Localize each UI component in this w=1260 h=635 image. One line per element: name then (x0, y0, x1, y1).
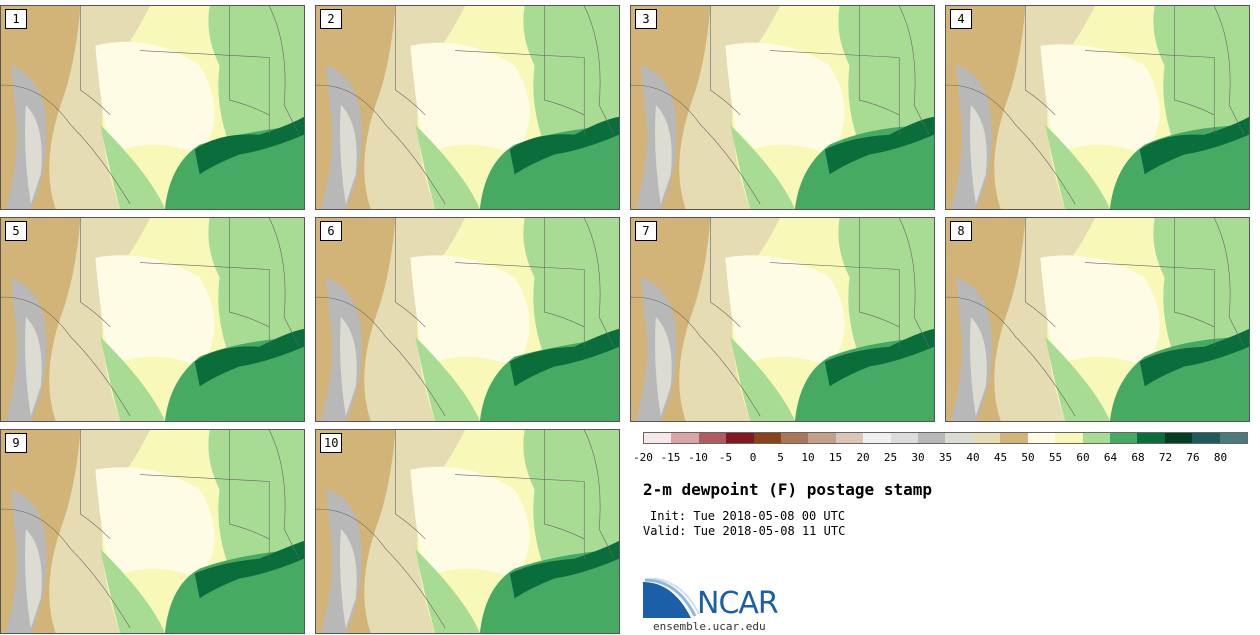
colorbar-swatch (945, 433, 973, 443)
colorbar-tick-label: 76 (1186, 451, 1200, 464)
colorbar (643, 432, 1248, 444)
ensemble-member-map: 10 (315, 429, 620, 634)
colorbar-swatch (671, 433, 699, 443)
colorbar-tick-label: 68 (1131, 451, 1145, 464)
colorbar-tick-label: 0 (749, 451, 757, 464)
member-number-label: 3 (635, 9, 657, 29)
colorbar-swatch (753, 433, 782, 443)
colorbar-tick-label: 40 (966, 451, 980, 464)
ensemble-member-map: 9 (0, 429, 305, 634)
ensemble-member-map: 1 (0, 5, 305, 210)
colorbar-swatch (1219, 433, 1247, 443)
colorbar-swatch (1164, 433, 1193, 443)
colorbar-tick-label: 35 (938, 451, 953, 464)
colorbar-tick-label: 15 (828, 451, 843, 464)
colorbar-swatch (1055, 433, 1083, 443)
site-url: ensemble.ucar.edu (653, 620, 766, 633)
member-number-label: 6 (320, 221, 342, 241)
colorbar-swatch (890, 433, 919, 443)
colorbar-tick-label: 64 (1103, 451, 1118, 464)
member-number-label: 7 (635, 221, 657, 241)
page-title: 2-m dewpoint (F) postage stamp (643, 480, 932, 499)
colorbar-tick-label: -20 (633, 451, 653, 464)
colorbar-swatch (1137, 433, 1165, 443)
colorbar-swatch (1192, 433, 1220, 443)
colorbar-tick-label: 50 (1021, 451, 1035, 464)
colorbar-swatch (1027, 433, 1056, 443)
colorbar-tick-label: 80 (1213, 451, 1228, 464)
ensemble-member-map: 3 (630, 5, 935, 210)
member-number-label: 10 (320, 433, 343, 453)
ncar-logo-icon (643, 578, 700, 618)
colorbar-tick-label: 45 (993, 451, 1008, 464)
member-number-label: 4 (950, 9, 972, 29)
colorbar-swatch (808, 433, 836, 443)
colorbar-swatch (1109, 433, 1138, 443)
valid-time: Valid: Tue 2018-05-08 11 UTC (643, 524, 846, 538)
colorbar-swatch (1000, 433, 1028, 443)
ensemble-member-map: 4 (945, 5, 1250, 210)
colorbar-ticks: -20 -15 -10 -5 0 5 10 15 20 25 30 35 40 45 50 55 60 64 68 7… (633, 451, 1248, 465)
member-number-label: 2 (320, 9, 342, 29)
colorbar-tick-label: 30 (911, 451, 925, 464)
colorbar-tick-label: 25 (883, 451, 898, 464)
colorbar-swatch (835, 433, 864, 443)
colorbar-tick-label: 60 (1076, 451, 1090, 464)
init-time: Init: Tue 2018-05-08 00 UTC (650, 509, 846, 523)
member-number-label: 9 (5, 433, 27, 453)
ensemble-member-map: 7 (630, 217, 935, 422)
colorbar-swatch (781, 433, 809, 443)
member-number-label: 8 (950, 221, 972, 241)
colorbar-tick-label: 10 (801, 451, 815, 464)
colorbar-swatch (863, 433, 891, 443)
ensemble-member-map: 2 (315, 5, 620, 210)
colorbar-tick-label: -5 (718, 451, 733, 464)
ensemble-member-map: 6 (315, 217, 620, 422)
colorbar-swatch (972, 433, 1001, 443)
colorbar-tick-label: -15 (660, 451, 681, 464)
member-number-label: 5 (5, 221, 27, 241)
colorbar-tick-label: -10 (688, 451, 708, 464)
colorbar-swatch (918, 433, 946, 443)
colorbar-swatch (644, 433, 672, 443)
colorbar-tick-label: 20 (856, 451, 870, 464)
member-number-label: 1 (5, 9, 27, 29)
ensemble-member-map: 5 (0, 217, 305, 422)
ncar-logo-text: NCAR (697, 586, 779, 621)
colorbar-swatch (726, 433, 754, 443)
colorbar-tick-label: 72 (1158, 451, 1173, 464)
colorbar-tick-label: 5 (777, 451, 784, 464)
colorbar-tick-label: 55 (1048, 451, 1063, 464)
colorbar-swatch (698, 433, 727, 443)
colorbar-swatch (1082, 433, 1110, 443)
ensemble-member-map: 8 (945, 217, 1250, 422)
